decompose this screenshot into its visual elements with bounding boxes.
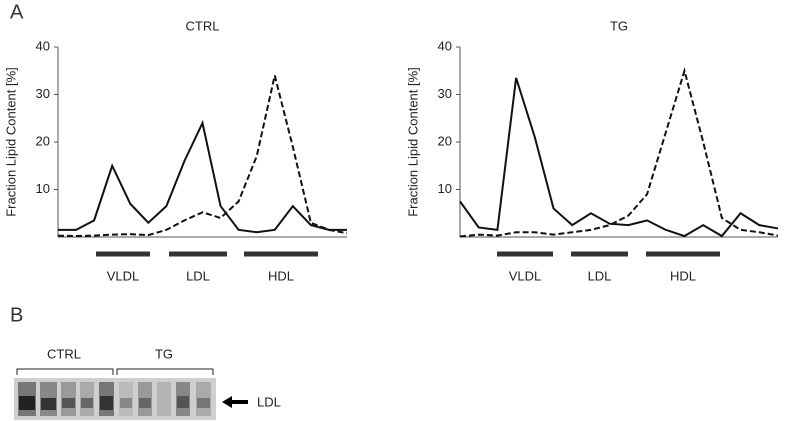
region-label: LDL	[588, 268, 612, 283]
y-tick-label: 30	[36, 86, 50, 101]
panel-label: A	[10, 1, 24, 23]
data-line	[459, 77, 779, 238]
y-tick-label: 40	[36, 38, 50, 53]
y-tick-label: 20	[438, 133, 452, 148]
y-tick-label: 30	[438, 86, 452, 101]
region-label: HDL	[268, 268, 294, 283]
region-label: LDL	[186, 268, 210, 283]
y-tick-label: 10	[36, 181, 50, 196]
chart-title: CTRL	[186, 18, 220, 33]
y-tick-label: 10	[438, 181, 452, 196]
blot-group: CTRL	[47, 346, 81, 361]
y-axis-label: Fraction Lipid Content [%]	[405, 67, 420, 217]
data-line	[57, 75, 348, 238]
y-tick-label: 20	[36, 133, 50, 148]
blot	[14, 368, 248, 420]
region-label: VLDL	[107, 268, 140, 283]
chart-title: TG	[610, 18, 628, 33]
y-axis-label: Fraction Lipid Content [%]	[3, 67, 18, 217]
region-label: HDL	[670, 268, 696, 283]
region-label: VLDL	[509, 268, 542, 283]
panel-label: B	[10, 304, 23, 326]
band-label: LDL	[257, 394, 281, 409]
y-tick-label: 40	[438, 38, 452, 53]
blot-group: TG	[155, 346, 173, 361]
data-line	[58, 119, 347, 234]
